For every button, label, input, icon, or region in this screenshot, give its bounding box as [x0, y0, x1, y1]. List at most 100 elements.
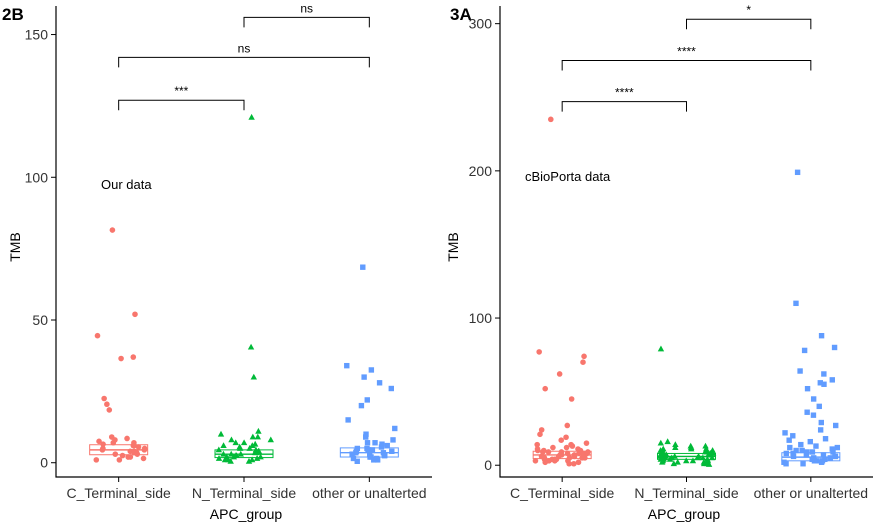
data-point [804, 385, 811, 392]
data-point [550, 444, 556, 451]
data-point [580, 359, 586, 365]
data-point [215, 455, 223, 461]
data-point [131, 442, 137, 449]
data-point [813, 443, 819, 449]
significance-label: ns [238, 41, 251, 55]
data-point [830, 449, 836, 455]
data-point [564, 450, 571, 457]
data-point [583, 440, 590, 446]
data-point [831, 344, 838, 351]
data-point [786, 437, 792, 443]
data-point [228, 436, 235, 443]
data-point [657, 439, 664, 446]
data-point [109, 227, 116, 233]
data-point [569, 443, 576, 449]
data-point [249, 442, 256, 448]
data-point [790, 433, 796, 439]
data-point [803, 452, 810, 458]
data-point [358, 402, 365, 409]
x-axis-title: APC_group [648, 506, 721, 522]
data-point [118, 355, 124, 362]
y-tick-label: 0 [40, 455, 48, 471]
data-point [376, 380, 383, 386]
data-point [829, 377, 835, 383]
data-point [694, 454, 701, 461]
data-point [704, 457, 712, 464]
panel-label: 3A [450, 5, 472, 24]
data-point [345, 417, 351, 423]
data-point [674, 458, 681, 465]
data-point [380, 450, 387, 456]
significance-bracket [561, 59, 812, 71]
data-point [809, 449, 816, 455]
data-point [368, 367, 375, 373]
data-point [363, 431, 369, 437]
data-point [571, 460, 577, 467]
data-point [659, 457, 667, 464]
data-point [369, 447, 376, 453]
x-axis-title: APC_group [210, 506, 283, 522]
data-point [232, 439, 239, 446]
data-point [688, 445, 695, 452]
data-point [240, 439, 248, 446]
data-point [371, 457, 377, 463]
data-point [689, 457, 697, 464]
data-point [821, 371, 827, 377]
x-tick-label: C_Terminal_side [510, 485, 614, 501]
data-point [254, 433, 262, 440]
data-point [564, 422, 571, 429]
data-point [699, 454, 707, 461]
data-point [807, 438, 813, 445]
annotation: cBioPorta data [525, 169, 611, 184]
data-point [672, 444, 679, 450]
significance-label: ns [300, 1, 313, 15]
data-point [367, 451, 373, 457]
data-point [217, 430, 225, 437]
data-point [350, 455, 357, 462]
data-point [542, 385, 549, 392]
data-point [228, 450, 235, 457]
x-tick-label: other or unalterted [312, 485, 426, 501]
significance-label: *** [174, 84, 188, 98]
data-point [833, 422, 839, 429]
data-point [220, 450, 227, 457]
data-point [344, 362, 350, 369]
data-point [227, 457, 234, 464]
data-point [790, 450, 796, 457]
data-point [379, 441, 385, 447]
data-point [787, 444, 793, 451]
data-point [705, 451, 713, 458]
data-point [670, 460, 678, 467]
data-point [563, 434, 569, 441]
data-point [367, 454, 373, 460]
data-point [804, 449, 810, 455]
data-point [364, 440, 371, 446]
data-point [581, 353, 587, 360]
data-point [664, 438, 671, 445]
data-point [134, 451, 141, 457]
data-point [799, 447, 805, 454]
data-point [536, 349, 542, 355]
data-point [230, 453, 238, 460]
data-point [821, 381, 827, 387]
y-tick-label: 100 [25, 169, 49, 185]
y-tick-label: 100 [469, 310, 493, 326]
data-point [250, 373, 257, 380]
data-point [793, 300, 799, 307]
data-point [354, 458, 360, 464]
data-point [99, 447, 106, 453]
x-tick-label: N_Terminal_side [634, 485, 738, 501]
data-point [140, 455, 147, 462]
data-point [253, 449, 260, 456]
data-point [818, 459, 825, 465]
data-point [547, 116, 554, 123]
data-point [540, 449, 546, 455]
data-point [104, 401, 110, 408]
data-point [237, 445, 244, 451]
data-point [100, 441, 106, 447]
data-point [220, 442, 227, 448]
data-point [532, 458, 539, 464]
data-point [538, 453, 545, 460]
data-point [246, 445, 253, 451]
data-point [666, 455, 674, 462]
